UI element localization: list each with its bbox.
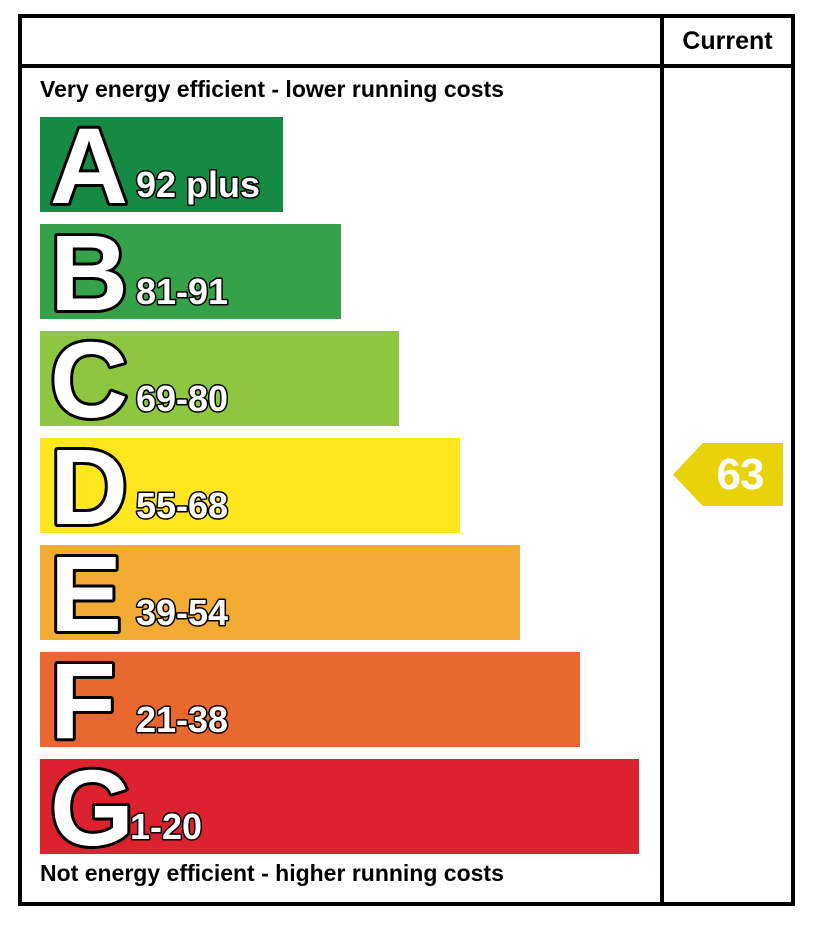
band-c: C 69-80 xyxy=(40,331,399,426)
caption-top: Very energy efficient - lower running co… xyxy=(40,76,504,102)
band-c-letter: C xyxy=(50,331,128,426)
current-rating-value: 63 xyxy=(716,449,765,499)
current-column-header: Current xyxy=(682,27,773,55)
current-rating-arrow: 63 xyxy=(673,443,783,506)
band-g-letter: G xyxy=(50,759,134,854)
band-b: B 81-91 xyxy=(40,224,341,319)
band-f: F 21-38 xyxy=(40,652,580,747)
band-e-range: 39-54 xyxy=(136,592,228,633)
band-d: D 55-68 xyxy=(40,438,460,533)
band-a-range: 92 plus xyxy=(136,164,260,205)
band-a-letter: A xyxy=(50,117,128,212)
band-c-graphic: C 69-80 xyxy=(47,331,230,426)
current-column: 63 xyxy=(660,18,791,902)
band-e: E 39-54 xyxy=(40,545,520,640)
band-g: G 1-20 xyxy=(40,759,639,854)
rating-table: Current 63 Very energy efficient - lower… xyxy=(18,14,795,906)
band-d-graphic: D 55-68 xyxy=(47,438,230,533)
band-a-graphic: A 92 plus xyxy=(47,117,262,212)
caption-bottom: Not energy efficient - higher running co… xyxy=(40,860,504,886)
band-b-letter: B xyxy=(50,224,128,319)
band-g-graphic: G 1-20 xyxy=(47,759,204,854)
band-g-range: 1-20 xyxy=(130,806,202,847)
rating-bands: A 92 plus B 81-91 C 69-80 D 55- xyxy=(40,117,660,866)
band-c-range: 69-80 xyxy=(136,378,228,419)
band-f-letter: F xyxy=(50,652,116,747)
header-row xyxy=(22,18,791,68)
band-b-graphic: B 81-91 xyxy=(47,224,230,319)
band-f-range: 21-38 xyxy=(136,699,228,740)
band-b-range: 81-91 xyxy=(136,271,228,312)
band-f-graphic: F 21-38 xyxy=(47,652,230,747)
band-e-letter: E xyxy=(50,545,122,640)
band-d-letter: D xyxy=(50,438,128,533)
band-e-graphic: E 39-54 xyxy=(47,545,230,640)
band-d-range: 55-68 xyxy=(136,485,228,526)
band-a: A 92 plus xyxy=(40,117,283,212)
